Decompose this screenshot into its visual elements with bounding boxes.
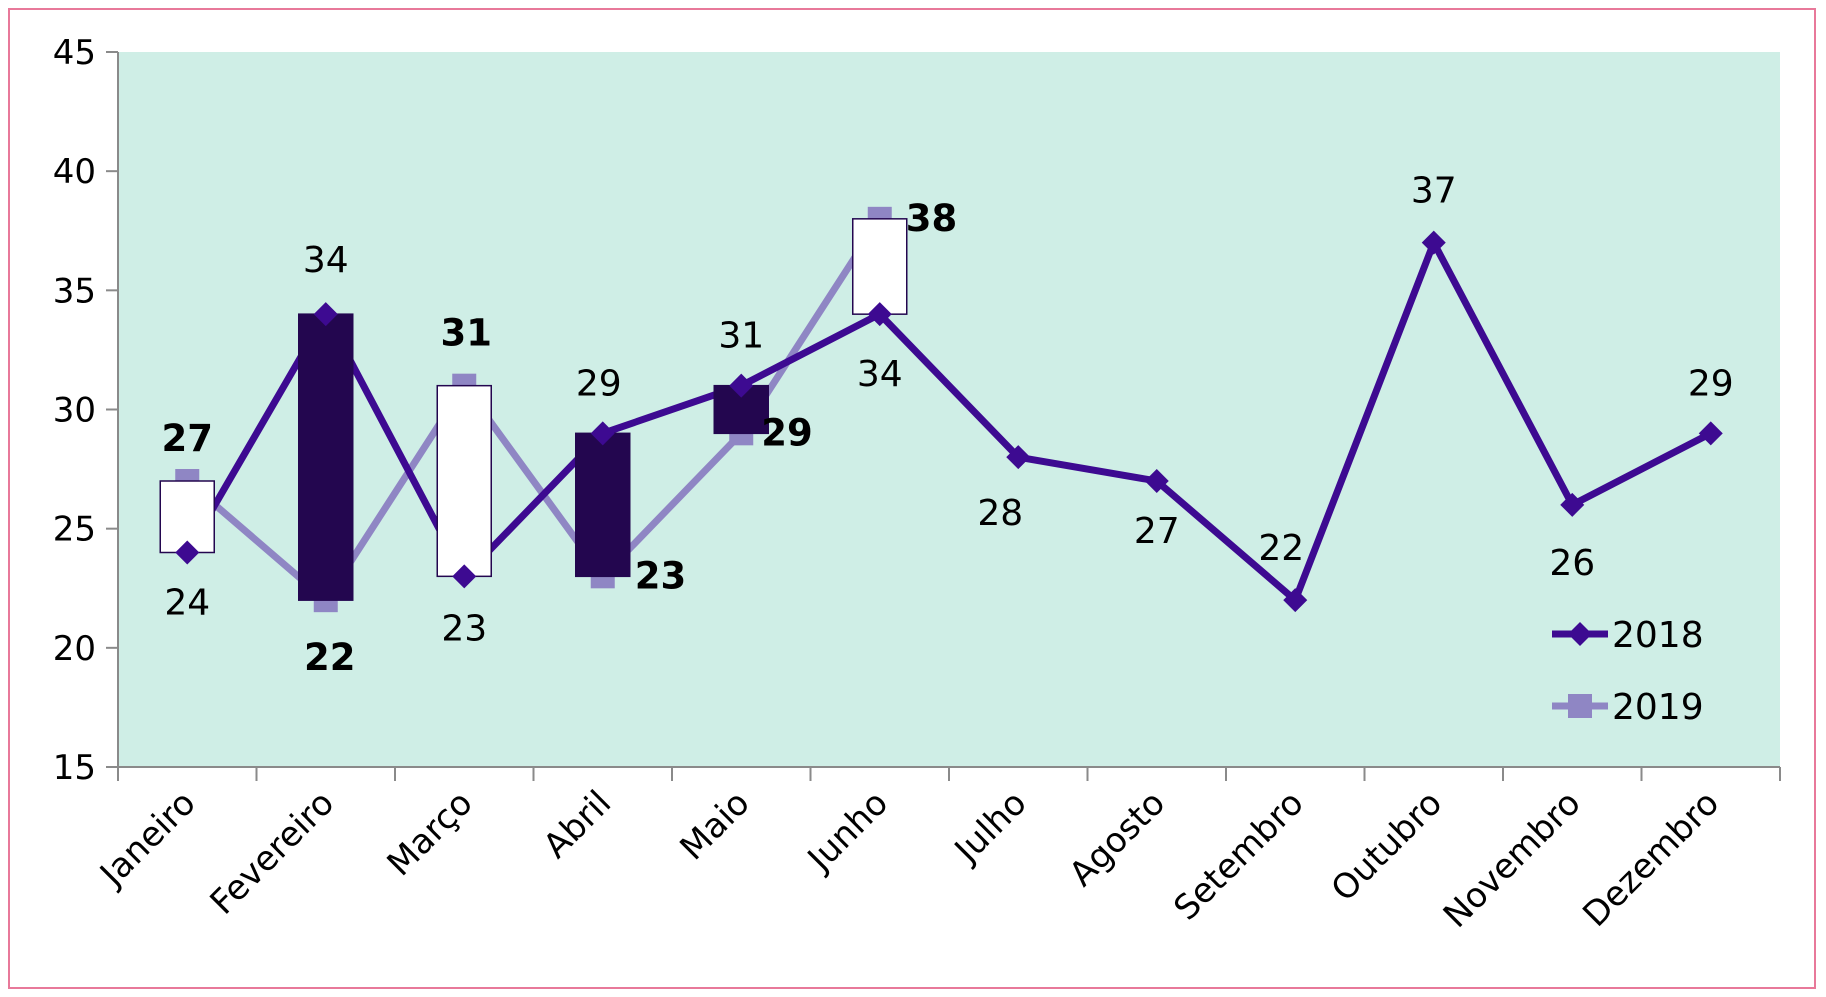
x-tick-label: Dezembro bbox=[1575, 783, 1727, 935]
marker-2018 bbox=[1421, 230, 1446, 255]
down-bar bbox=[298, 313, 354, 601]
data-label-2018: 28 bbox=[977, 493, 1023, 534]
data-label-2018: 29 bbox=[576, 363, 622, 404]
legend-item-2018: 2018 bbox=[1552, 615, 1704, 656]
data-label-2019: 22 bbox=[304, 636, 356, 679]
data-label-2019: 29 bbox=[761, 411, 813, 454]
data-label-2019: 23 bbox=[635, 554, 687, 597]
marker-2018 bbox=[1006, 445, 1031, 470]
data-label-2018: 31 bbox=[718, 316, 764, 357]
legend-label-2018: 2018 bbox=[1612, 615, 1704, 656]
data-label-2019: 31 bbox=[441, 312, 493, 355]
y-tick-label: 40 bbox=[53, 152, 96, 192]
y-tick-label: 25 bbox=[53, 510, 96, 550]
y-tick-label: 30 bbox=[53, 391, 96, 431]
legend: 2018 2019 bbox=[1552, 615, 1704, 728]
marker-2018 bbox=[1144, 469, 1169, 493]
marker-2018 bbox=[452, 564, 477, 589]
y-tick-label: 35 bbox=[53, 271, 96, 311]
data-label-2018: 24 bbox=[164, 583, 210, 624]
x-tick-label: Novembro bbox=[1436, 783, 1589, 936]
legend-marker-2019 bbox=[1568, 694, 1592, 718]
data-label-2018: 37 bbox=[1411, 171, 1457, 212]
marker-2018 bbox=[313, 302, 338, 327]
data-label-2018: 27 bbox=[1134, 511, 1180, 552]
x-tick-label: Julho bbox=[946, 783, 1035, 872]
marker-2018 bbox=[1698, 421, 1723, 446]
marker-2018 bbox=[175, 540, 200, 565]
data-labels: 24 34 23 29 31 34 28 27 22 37 26 29 27 22 31 23 29 38 bbox=[162, 171, 1734, 680]
x-tick-label: Fevereiro bbox=[203, 783, 343, 923]
marker-2018 bbox=[1560, 492, 1585, 517]
data-label-2018: 34 bbox=[303, 240, 349, 281]
data-label-2018: 23 bbox=[441, 608, 487, 649]
data-label-2018: 26 bbox=[1549, 543, 1595, 584]
x-tick-label: Agosto bbox=[1062, 783, 1173, 894]
x-tick-label: Abril bbox=[536, 783, 619, 866]
x-tick-label: Junho bbox=[799, 783, 896, 880]
marker-2018 bbox=[1283, 588, 1308, 613]
series-markers bbox=[175, 230, 1723, 613]
legend-marker-2018 bbox=[1568, 622, 1592, 646]
x-tick-label: Março bbox=[380, 783, 481, 884]
data-label-2018: 29 bbox=[1688, 363, 1734, 404]
x-tick-label: Setembro bbox=[1166, 783, 1311, 928]
legend-item-2019: 2019 bbox=[1552, 687, 1704, 728]
plot-area bbox=[118, 52, 1780, 767]
up-down-bars bbox=[159, 218, 908, 601]
down-bar bbox=[575, 432, 631, 578]
x-tick-label: Maio bbox=[672, 783, 757, 868]
up-bar bbox=[852, 218, 908, 315]
marker-2018 bbox=[590, 421, 615, 446]
marker-2018 bbox=[729, 373, 754, 398]
x-tick-label: Janeiro bbox=[91, 783, 203, 895]
data-label-2019: 27 bbox=[162, 417, 214, 460]
data-label-2019: 38 bbox=[906, 197, 958, 240]
up-bar bbox=[436, 384, 492, 578]
x-tick-label: Outubro bbox=[1324, 783, 1450, 909]
data-label-2018: 22 bbox=[1258, 528, 1304, 569]
y-tick-label: 15 bbox=[53, 748, 96, 788]
y-tick-label: 45 bbox=[53, 33, 96, 73]
legend-label-2019: 2019 bbox=[1612, 687, 1704, 728]
marker-2018 bbox=[867, 302, 892, 327]
y-tick-label: 20 bbox=[53, 629, 96, 669]
data-label-2018: 34 bbox=[857, 354, 903, 395]
